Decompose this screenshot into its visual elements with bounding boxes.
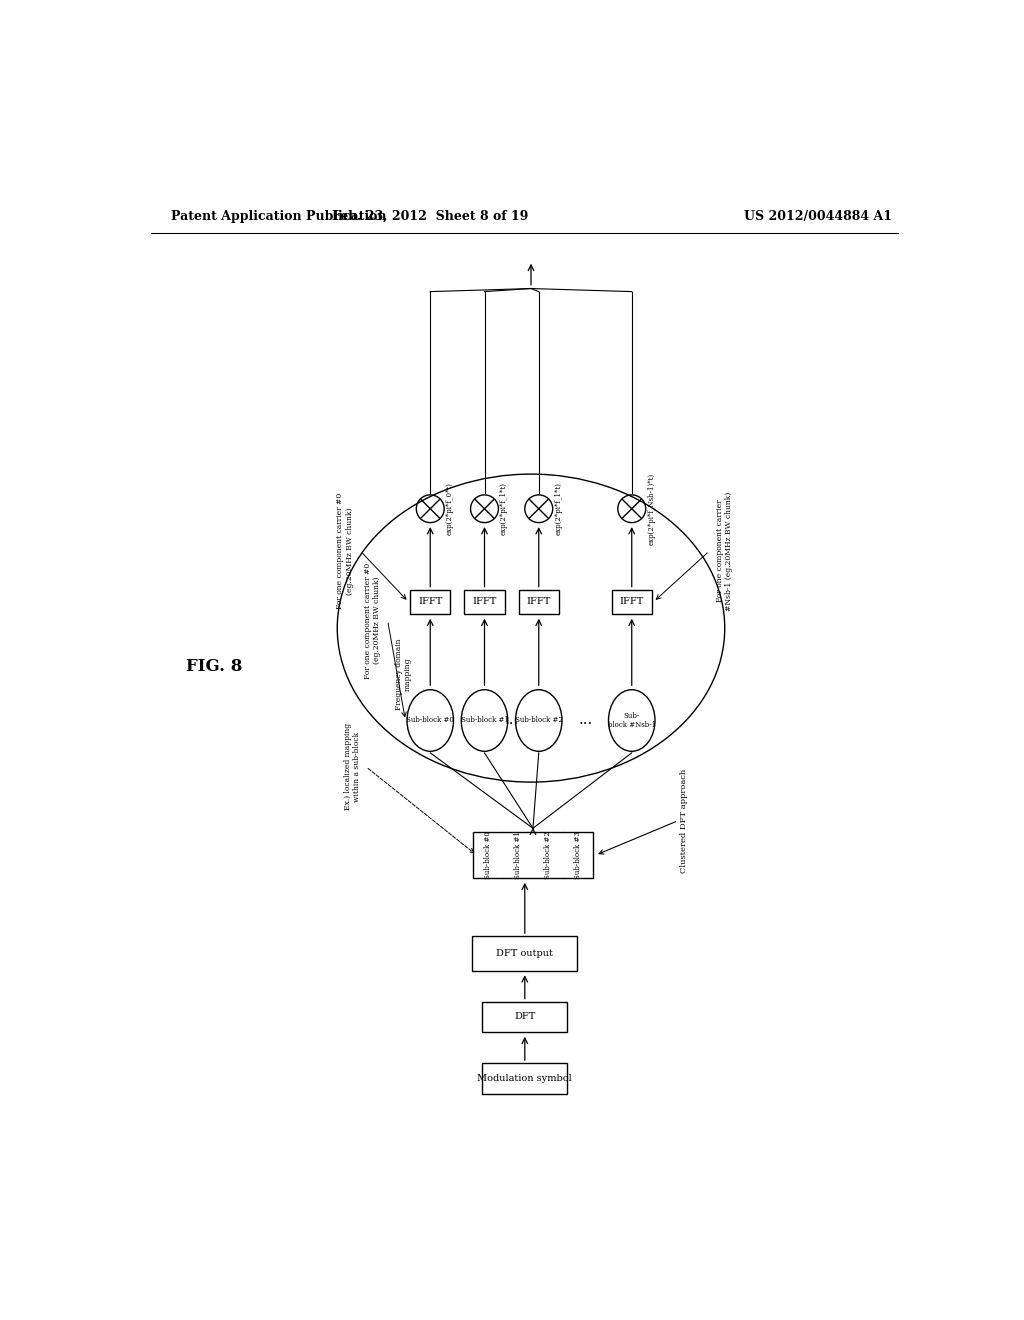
Text: ...: ... — [579, 714, 592, 727]
Bar — [472, 936, 578, 970]
Bar — [482, 1063, 567, 1094]
Text: IFFT: IFFT — [620, 598, 644, 606]
Text: Modulation symbol: Modulation symbol — [477, 1074, 572, 1082]
Text: ...: ... — [505, 714, 519, 727]
Text: exp(2*pi*f_Nsb-1)*t): exp(2*pi*f_Nsb-1)*t) — [647, 473, 655, 545]
Bar — [410, 590, 451, 614]
Ellipse shape — [407, 689, 454, 751]
Text: Sub-block #2: Sub-block #2 — [515, 717, 562, 725]
Text: exp(2*pi*f_1*t): exp(2*pi*f_1*t) — [500, 482, 508, 535]
Ellipse shape — [608, 689, 655, 751]
Text: Sub-block #0: Sub-block #0 — [484, 832, 492, 879]
Text: IFFT: IFFT — [526, 598, 551, 606]
Text: Clustered DFT approach: Clustered DFT approach — [681, 768, 688, 873]
Text: For one component carrier #0
(eg.20MHz BW chunk): For one component carrier #0 (eg.20MHz B… — [337, 492, 353, 610]
Text: Feb. 23, 2012  Sheet 8 of 19: Feb. 23, 2012 Sheet 8 of 19 — [332, 210, 528, 223]
Bar — [464, 590, 505, 614]
Bar — [482, 1002, 567, 1032]
Ellipse shape — [461, 689, 508, 751]
Text: For one component carrier
#Nsb-1 (eg.20MHz BW chunk): For one component carrier #Nsb-1 (eg.20M… — [716, 491, 733, 611]
Text: Ex.) localized mapping
within a sub-block: Ex.) localized mapping within a sub-bloc… — [344, 723, 361, 810]
Text: Frequency domain
mapping: Frequency domain mapping — [394, 639, 412, 710]
Text: exp(2*pi*f_0*t): exp(2*pi*f_0*t) — [445, 482, 454, 535]
Text: Sub-block #1: Sub-block #1 — [514, 832, 522, 879]
Text: Sub-block #3: Sub-block #3 — [574, 832, 582, 879]
Text: FIG. 8: FIG. 8 — [186, 659, 243, 675]
Text: Patent Application Publication: Patent Application Publication — [171, 210, 386, 223]
Bar — [473, 832, 593, 878]
Text: IFFT: IFFT — [418, 598, 442, 606]
Text: Sub-
block #Nsb-1: Sub- block #Nsb-1 — [607, 711, 655, 729]
Text: exp(2*pi*f_1*t): exp(2*pi*f_1*t) — [554, 482, 562, 535]
Bar — [611, 590, 652, 614]
Text: Sub-block #2: Sub-block #2 — [544, 832, 552, 879]
Ellipse shape — [515, 689, 562, 751]
Text: IFFT: IFFT — [472, 598, 497, 606]
Text: DFT: DFT — [514, 1012, 536, 1022]
Text: Sub-block #0: Sub-block #0 — [407, 717, 455, 725]
Text: Sub-block #1: Sub-block #1 — [461, 717, 509, 725]
Bar — [518, 590, 559, 614]
Text: DFT output: DFT output — [497, 949, 553, 958]
Text: US 2012/0044884 A1: US 2012/0044884 A1 — [743, 210, 892, 223]
Text: For one component carrier #0
(eg.20MHz BW chunk): For one component carrier #0 (eg.20MHz B… — [364, 562, 381, 678]
